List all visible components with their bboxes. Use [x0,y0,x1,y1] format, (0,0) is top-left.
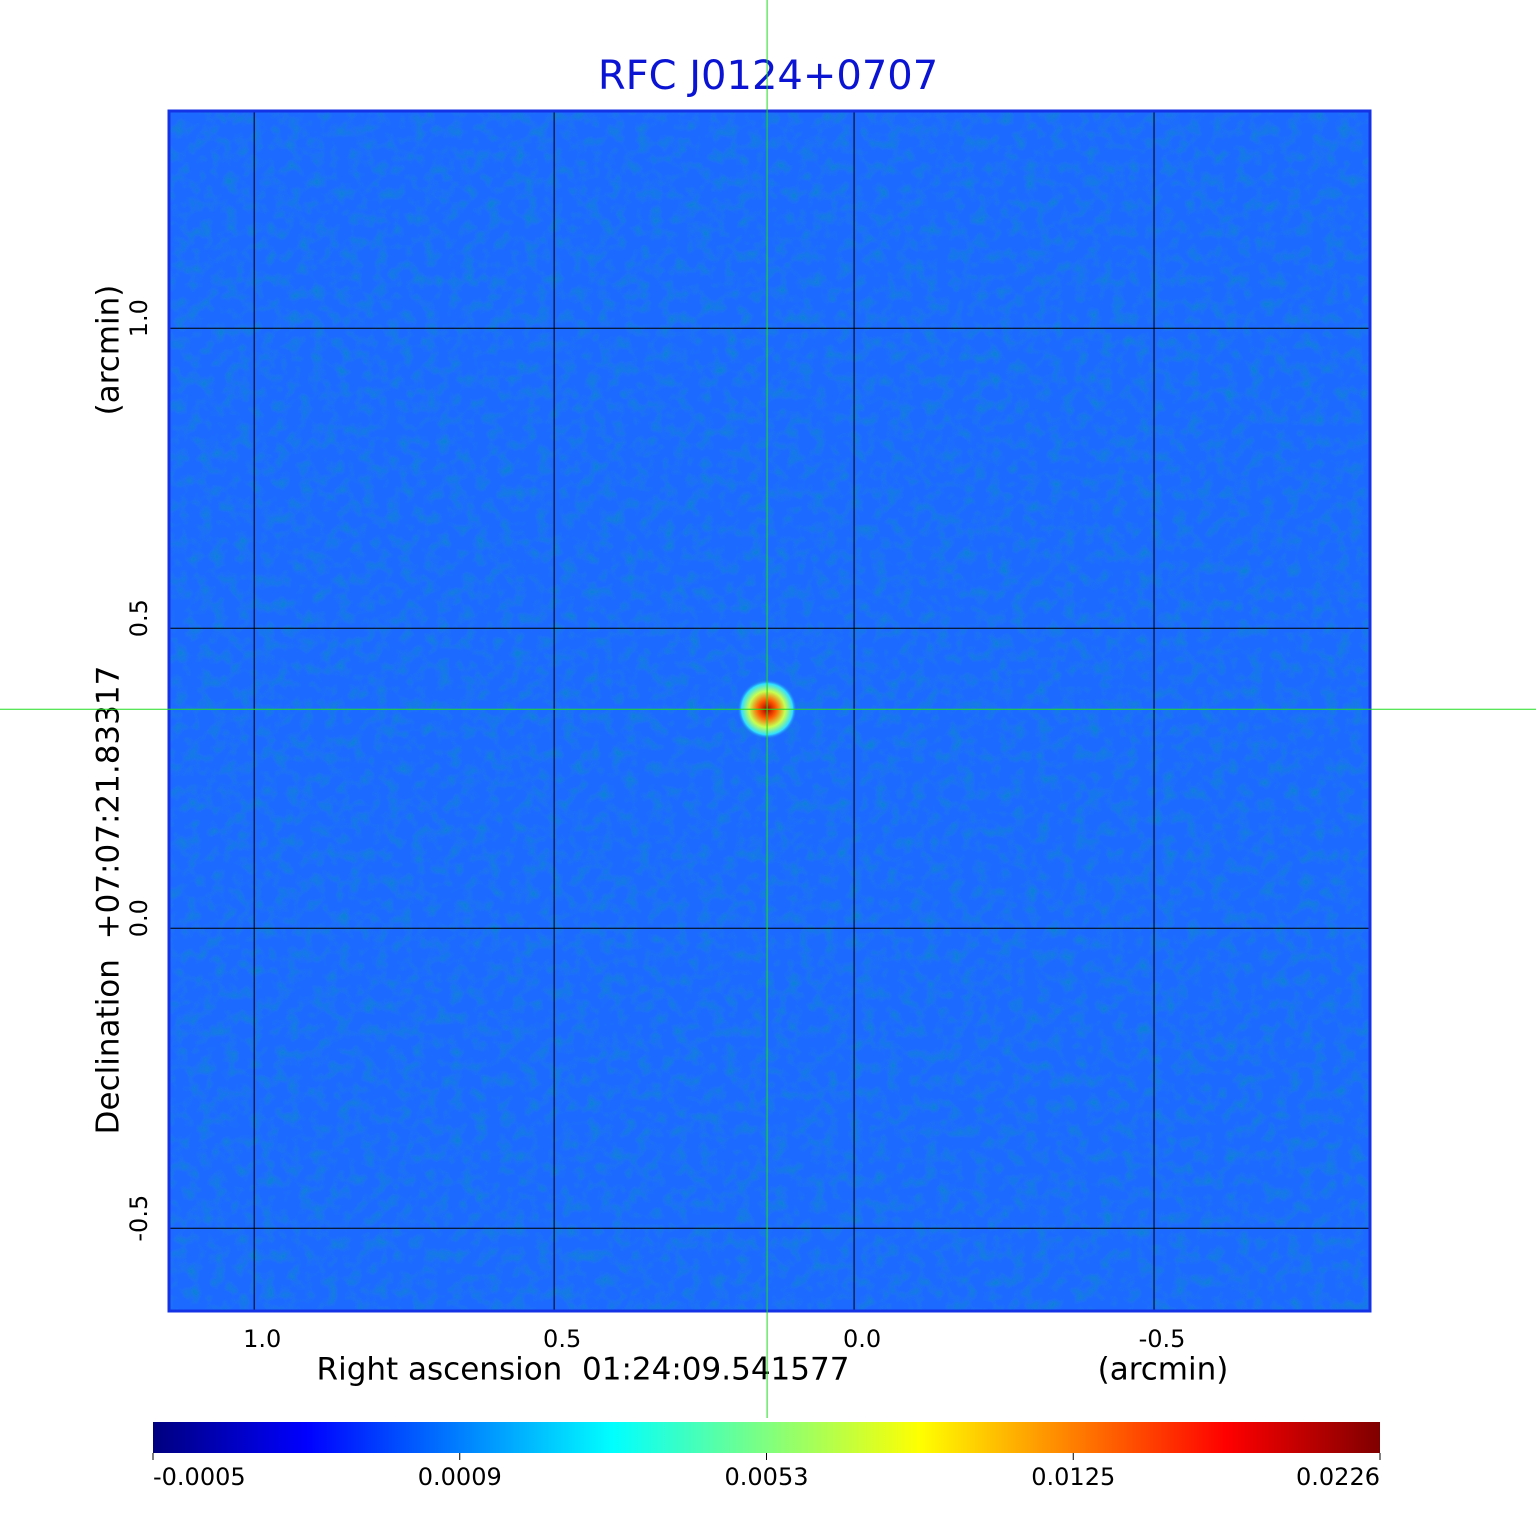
y-axis-label: Declination +07:07:21.83317 [91,666,127,1135]
x-tick-label: 0.5 [543,1325,581,1353]
x-tick-label: 0.0 [843,1325,881,1353]
x-tick-label: -0.5 [1139,1325,1186,1353]
colorbar-tick-label: -0.0005 [153,1463,246,1491]
x-tick-label: 1.0 [243,1325,281,1353]
y-tick-label: 0.5 [125,599,153,637]
colorbar-tick-label: 0.0125 [1031,1463,1115,1491]
y-axis-unit: (arcmin) [91,285,127,416]
colorbar [153,1422,1380,1453]
plot-frame [167,109,1372,1313]
y-tick-label: -0.5 [125,1195,153,1242]
x-axis-unit: (arcmin) [1098,1352,1229,1388]
colorbar-tick-label: 0.0009 [418,1463,502,1491]
colorbar-tick-label: 0.0053 [725,1463,809,1491]
y-tick-label: 0.0 [125,899,153,937]
colorbar-tick-label: 0.0226 [1296,1463,1380,1491]
x-axis-label: Right ascension 01:24:09.541577 [317,1352,850,1388]
y-tick-label: 1.0 [125,299,153,337]
chart-title: RFC J0124+0707 [598,53,938,99]
